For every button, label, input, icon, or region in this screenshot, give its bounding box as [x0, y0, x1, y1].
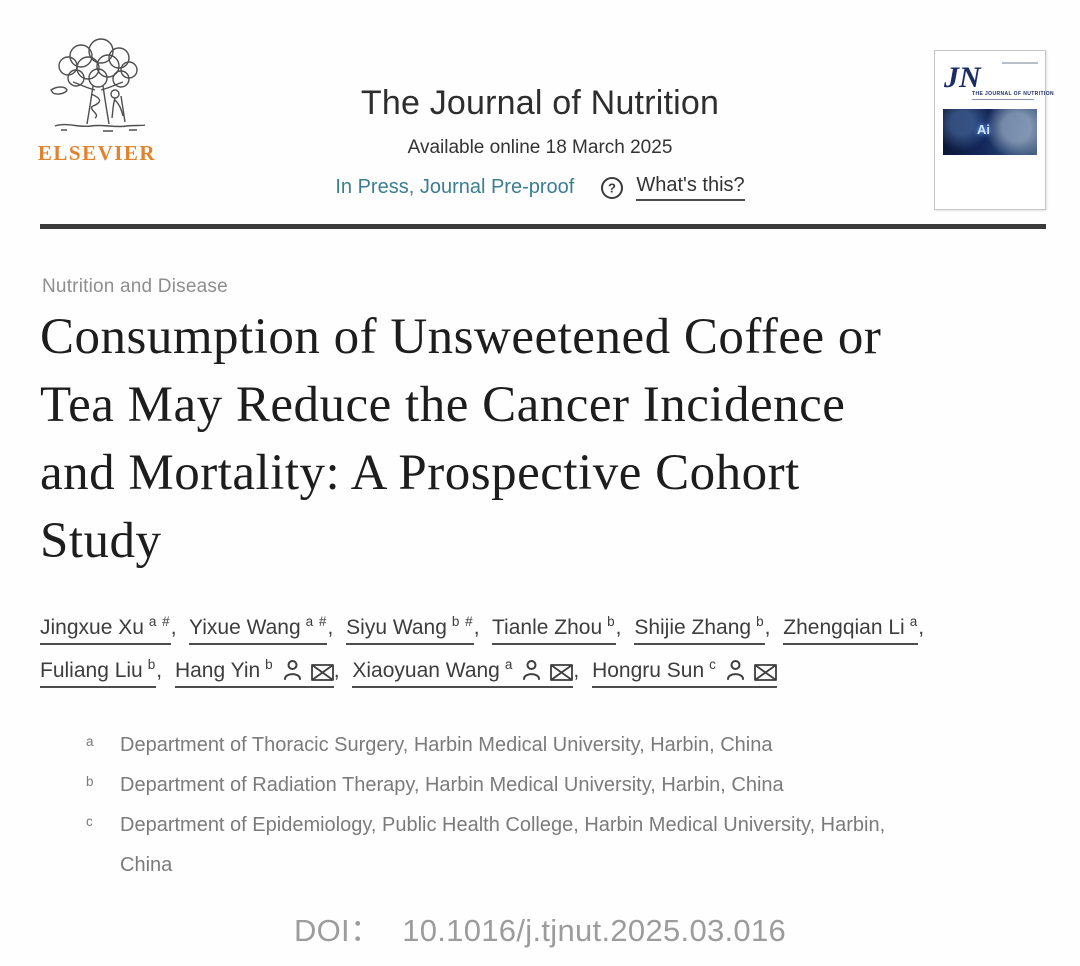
author-superscript: b	[756, 614, 765, 629]
author-separator: ,	[615, 616, 622, 639]
affiliation-text: Department of Epidemiology, Public Healt…	[120, 814, 886, 876]
author-link[interactable]: Tianle Zhou b	[492, 614, 616, 645]
mail-icon[interactable]	[310, 664, 334, 681]
author-link[interactable]: Zhengqian Li a	[783, 614, 919, 645]
person-icon[interactable]	[283, 659, 302, 681]
author-separator: ,	[156, 659, 163, 682]
author-link[interactable]: Shijie Zhang b	[634, 614, 765, 645]
author-superscript: a	[504, 657, 514, 672]
elsevier-wordmark: ELSEVIER	[37, 141, 157, 165]
author-name: Fuliang Liu	[40, 659, 143, 682]
author: Hang Yin b,	[174, 657, 347, 688]
cover-rule	[972, 99, 1034, 100]
title-line: Study	[40, 513, 162, 569]
affiliation-list: a Department of Thoracic Surgery, Harbin …	[86, 725, 946, 885]
doi-value: 10.1016/j.tjnut.2025.03.016	[402, 913, 787, 948]
author-superscript: b	[265, 657, 274, 672]
journal-title: The Journal of Nutrition	[360, 84, 720, 122]
elsevier-logo: ELSEVIER	[36, 38, 158, 166]
author-name: Siyu Wang	[346, 616, 447, 639]
mail-icon[interactable]	[753, 664, 777, 681]
author: Jingxue Xu a #,	[40, 614, 184, 645]
author-superscript: b	[607, 614, 616, 629]
affiliation-superscript: c	[86, 814, 93, 829]
author-superscript: a	[909, 614, 919, 629]
author: Shijie Zhang b,	[634, 614, 777, 645]
author: Yixue Wang a #,	[189, 614, 340, 645]
author: Tianle Zhou b,	[492, 614, 628, 645]
person-icon[interactable]	[726, 659, 745, 681]
author-link[interactable]: Hang Yin b	[174, 657, 334, 688]
author-separator: ,	[473, 616, 480, 639]
author: Fuliang Liu b,	[40, 657, 169, 688]
question-circle-icon[interactable]: ?	[600, 176, 624, 200]
author-link[interactable]: Siyu Wang b #	[346, 614, 474, 645]
author-name: Yixue Wang	[189, 616, 301, 639]
author-separator: ,	[764, 616, 771, 639]
journal-header: The Journal of Nutrition Available onlin…	[170, 84, 910, 201]
whats-this-link[interactable]: What's this?	[636, 174, 745, 201]
doi-line: DOI： 10.1016/j.tjnut.2025.03.016	[0, 905, 1080, 950]
title-line: and Mortality: A Prospective Cohort	[40, 445, 800, 501]
cover-image: Ai	[943, 109, 1037, 155]
in-press-link[interactable]: In Press, Journal Pre-proof	[335, 176, 575, 198]
author-name: Zhengqian Li	[783, 616, 905, 639]
author-superscript: b #	[451, 614, 474, 629]
title-line: Consumption of Unsweetened Coffee or	[40, 309, 882, 365]
title-line: Tea May Reduce the Cancer Incidence	[40, 377, 846, 433]
author: Siyu Wang b #,	[346, 614, 486, 645]
status-row: In Press, Journal Pre-proof ? What's thi…	[170, 174, 910, 201]
header-divider	[40, 224, 1046, 229]
author-name: Tianle Zhou	[492, 616, 603, 639]
author-link[interactable]: Hongru Sun c	[592, 657, 777, 688]
cover-jn-logo: JN	[944, 61, 981, 94]
author-superscript: a #	[148, 614, 171, 629]
affiliation-text: Department of Thoracic Surgery, Harbin M…	[120, 734, 773, 756]
affiliation-superscript: b	[86, 774, 94, 789]
author-link[interactable]: Jingxue Xu a #	[40, 614, 171, 645]
person-icon[interactable]	[522, 659, 541, 681]
author-list: Jingxue Xu a #, Yixue Wang a #, Siyu Wang b…	[40, 607, 1050, 693]
affiliation-text: Department of Radiation Therapy, Harbin …	[120, 774, 784, 796]
author-link[interactable]: Xiaoyuan Wang a	[352, 657, 574, 688]
affiliation: b Department of Radiation Therapy, Harbin…	[86, 765, 946, 805]
author: Xiaoyuan Wang a,	[352, 657, 586, 688]
author-separator: ,	[333, 659, 340, 682]
author-name: Shijie Zhang	[634, 616, 752, 639]
author-name: Hang Yin	[174, 659, 261, 682]
article-title: Consumption of Unsweetened Coffee or Tea…	[40, 303, 1050, 575]
author: Zhengqian Li a,	[783, 614, 931, 645]
article-section-label: Nutrition and Disease	[42, 276, 228, 297]
cover-issue-info	[1002, 62, 1038, 64]
affiliation-superscript: a	[86, 734, 94, 749]
author-separator: ,	[170, 616, 177, 639]
available-online-date: Available online 18 March 2025	[407, 137, 673, 158]
author-name: Jingxue Xu	[40, 616, 144, 639]
svg-text:?: ?	[608, 180, 616, 195]
journal-cover-thumbnail[interactable]: JN THE JOURNAL OF NUTRITION Ai	[934, 50, 1055, 210]
elsevier-tree-icon	[50, 38, 146, 132]
author-link[interactable]: Yixue Wang a #	[189, 614, 328, 645]
doi-label: DOI：	[293, 913, 382, 948]
author-link[interactable]: Fuliang Liu b	[40, 657, 157, 688]
author-separator: ,	[918, 616, 925, 639]
author-separator: ,	[573, 659, 580, 682]
author-name: Xiaoyuan Wang	[352, 659, 500, 682]
author: Hongru Sun c	[592, 657, 777, 688]
author-superscript: a #	[305, 614, 328, 629]
author-superscript: b	[147, 657, 157, 672]
affiliation: c Department of Epidemiology, Public Heal…	[86, 805, 946, 885]
cover-journal-name: THE JOURNAL OF NUTRITION	[972, 91, 1055, 97]
mail-icon[interactable]	[550, 664, 574, 681]
affiliation: a Department of Thoracic Surgery, Harbin …	[86, 725, 946, 765]
author-separator: ,	[327, 616, 334, 639]
author-name: Hongru Sun	[592, 659, 705, 682]
author-superscript: c	[709, 657, 717, 672]
cover-ai-label: Ai	[977, 122, 990, 137]
